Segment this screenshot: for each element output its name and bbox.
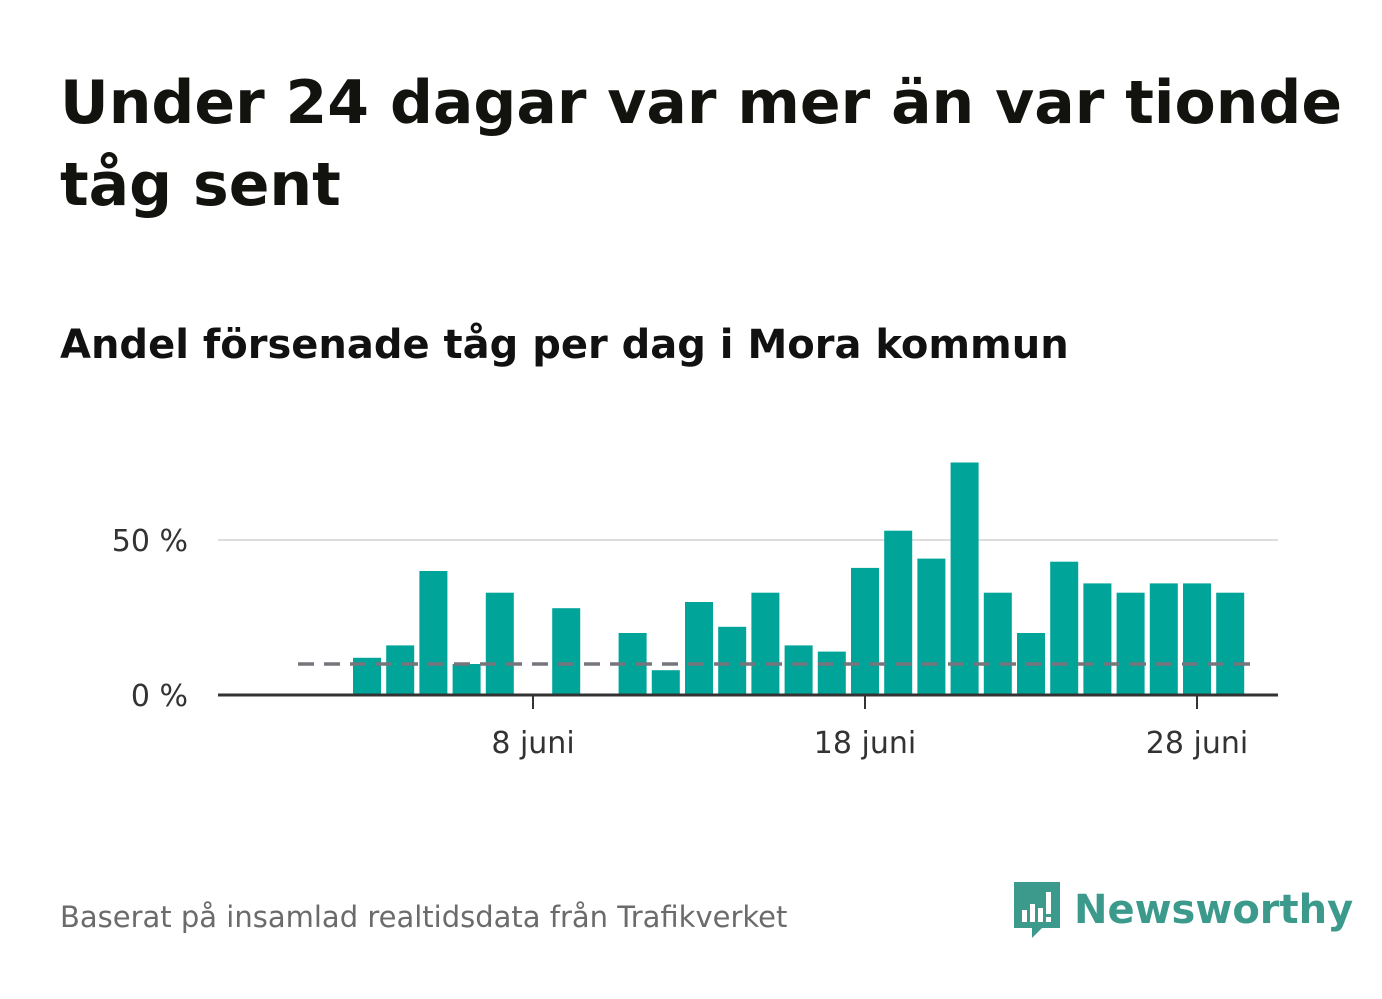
- bar: [817, 651, 846, 695]
- x-tick-label: 18 juni: [814, 726, 916, 761]
- bar: [386, 645, 415, 695]
- brand-logo: Newsworthy: [1012, 880, 1353, 940]
- bar: [1116, 592, 1145, 695]
- bar: [552, 608, 581, 695]
- x-tick-label: 8 juni: [491, 726, 574, 761]
- bar: [485, 592, 514, 695]
- bar: [950, 462, 979, 695]
- bar: [917, 558, 946, 695]
- bar: [884, 530, 913, 695]
- axes: 0 % 50 % 8 juni 18 juni 28 juni: [112, 524, 1278, 761]
- bar: [651, 670, 680, 695]
- bar: [751, 592, 780, 695]
- bar: [1050, 561, 1079, 695]
- bar: [419, 571, 448, 695]
- bar: [1183, 583, 1211, 695]
- y-tick-label: 50 %: [112, 524, 188, 559]
- x-tick-label: 28 juni: [1146, 726, 1248, 761]
- bar: [452, 664, 481, 695]
- chart-title: Under 24 dagar var mer än var tionde tåg…: [60, 68, 1343, 220]
- bar: [851, 567, 879, 695]
- bar-chart-speech-bubble-icon: [1014, 882, 1060, 938]
- y-tick-label: 0 %: [131, 679, 188, 714]
- bar: [1083, 583, 1112, 695]
- bar: [685, 602, 713, 695]
- chart-subtitle: Andel försenade tåg per dag i Mora kommu…: [60, 322, 1069, 368]
- bar: [983, 592, 1012, 695]
- source-note: Baserat på insamlad realtidsdata från Tr…: [60, 900, 788, 934]
- bars: [353, 462, 1245, 695]
- brand-name: Newsworthy: [1074, 887, 1354, 933]
- bar: [784, 645, 813, 695]
- bar: [718, 626, 747, 695]
- bar: [1216, 592, 1245, 695]
- bar: [1149, 583, 1178, 695]
